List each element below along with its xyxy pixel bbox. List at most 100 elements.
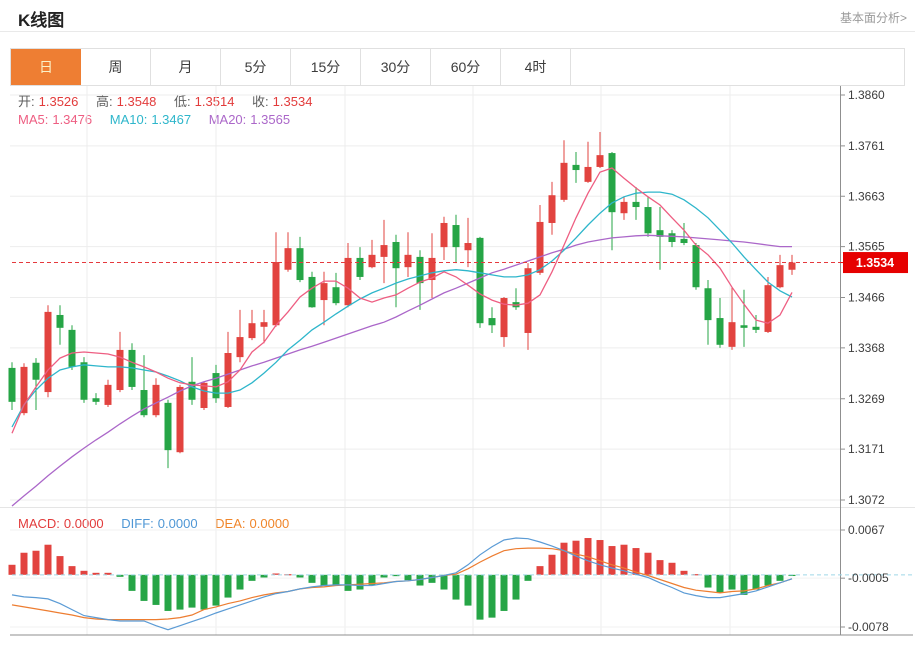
tab-30分[interactable]: 30分 — [361, 49, 431, 85]
ma5-value: 1.3476 — [52, 112, 93, 127]
macd-bar — [560, 542, 568, 575]
candle-body — [680, 238, 688, 244]
candle-body — [764, 285, 772, 332]
candle-body — [500, 298, 508, 338]
candle-body — [176, 386, 184, 453]
macd-bar — [224, 574, 232, 598]
candle-body — [740, 325, 748, 328]
candle-body — [68, 329, 76, 367]
macd-bar — [452, 574, 460, 600]
macd-bar — [752, 574, 760, 590]
macd-bar — [704, 574, 712, 588]
candle-body — [152, 384, 160, 416]
macd-bar — [260, 574, 268, 578]
macd-bar — [116, 574, 124, 577]
tab-15分[interactable]: 15分 — [291, 49, 361, 85]
ma5-line — [11, 167, 793, 434]
macd-axis-label: 0.0067 — [848, 523, 885, 537]
candle-body — [752, 326, 760, 330]
macd-bar — [740, 574, 748, 595]
header-divider — [0, 31, 915, 32]
price-axis-label: 1.3860 — [848, 88, 885, 102]
macd-bar — [488, 574, 496, 618]
candle-body — [392, 241, 400, 269]
tab-月[interactable]: 月 — [151, 49, 221, 85]
candle-body — [44, 311, 52, 393]
macd-bar — [548, 554, 556, 575]
price-axis-label: 1.3761 — [848, 139, 885, 153]
macd-bar — [788, 574, 796, 577]
macd-bar — [620, 544, 628, 575]
tab-日[interactable]: 日 — [11, 49, 81, 85]
tab-60分[interactable]: 60分 — [431, 49, 501, 85]
candle-body — [248, 323, 256, 339]
tab-4时[interactable]: 4时 — [501, 49, 571, 85]
macd-bar — [728, 574, 736, 590]
candle-body — [80, 362, 88, 400]
macd-bar — [572, 540, 580, 575]
price-axis-label: 1.3466 — [848, 291, 885, 305]
price-axis-label: 1.3269 — [848, 392, 885, 406]
macd-histogram-layer — [8, 538, 796, 620]
candle-body — [164, 402, 172, 451]
macd-bar — [20, 552, 28, 575]
macd-bar — [440, 574, 448, 590]
candle-body — [116, 349, 124, 391]
macd-bar — [500, 574, 508, 611]
fundamental-analysis-link[interactable]: 基本面分析> — [839, 11, 907, 25]
macd-bar — [596, 540, 604, 575]
candle-body — [224, 353, 232, 407]
price-axis-label: 1.3072 — [848, 493, 885, 507]
macd-legend: MACD: 0.0000 DIFF: 0.0000 DEA: 0.0000 — [18, 516, 293, 531]
candle-body — [356, 257, 364, 277]
macd-bar — [176, 574, 184, 610]
candle-body — [524, 268, 532, 333]
price-axis-label: 1.3565 — [848, 240, 885, 254]
ma20-value: 1.3565 — [250, 112, 291, 127]
candle-body — [308, 276, 316, 308]
candle-body — [188, 381, 196, 400]
macd-bar — [512, 574, 520, 600]
macd-bar — [644, 552, 652, 575]
macd-bar — [236, 574, 244, 590]
dea-label: DEA: — [215, 516, 246, 531]
candle-body — [788, 262, 796, 270]
candle-body — [488, 318, 496, 326]
macd-bar — [776, 574, 784, 581]
candle-body — [296, 248, 304, 281]
macd-bar — [332, 574, 340, 586]
close-label: 收: — [252, 94, 269, 109]
tab-周[interactable]: 周 — [81, 49, 151, 85]
macd-bar — [152, 574, 160, 605]
candle-body — [572, 164, 580, 171]
macd-bar — [356, 574, 364, 590]
macd-bar — [56, 556, 64, 575]
macd-bar — [308, 574, 316, 583]
candle-body — [716, 318, 724, 345]
macd-bar — [272, 573, 280, 575]
macd-bar — [140, 574, 148, 601]
macd-bar — [164, 574, 172, 611]
macd-bar — [344, 574, 352, 591]
open-value: 1.3526 — [38, 94, 79, 109]
diff-line — [11, 537, 793, 631]
macd-label: MACD: — [18, 516, 60, 531]
tab-5分[interactable]: 5分 — [221, 49, 291, 85]
candle-body — [140, 390, 148, 416]
candle-body — [608, 153, 616, 213]
low-value: 1.3514 — [194, 94, 235, 109]
candle-body — [620, 201, 628, 214]
candle-body — [236, 337, 244, 358]
macd-bar — [212, 574, 220, 606]
candle-body — [8, 367, 16, 402]
candle-body — [476, 237, 484, 324]
macd-bar — [392, 574, 400, 577]
candle-body — [704, 288, 712, 321]
macd-bar — [44, 544, 52, 575]
ohlc-legend: 开: 1.3526 高: 1.3548 低: 1.3514 收: 1.3534 — [18, 91, 316, 110]
macd-bar — [464, 574, 472, 606]
close-value: 1.3534 — [272, 94, 313, 109]
high-label: 高: — [96, 94, 113, 109]
